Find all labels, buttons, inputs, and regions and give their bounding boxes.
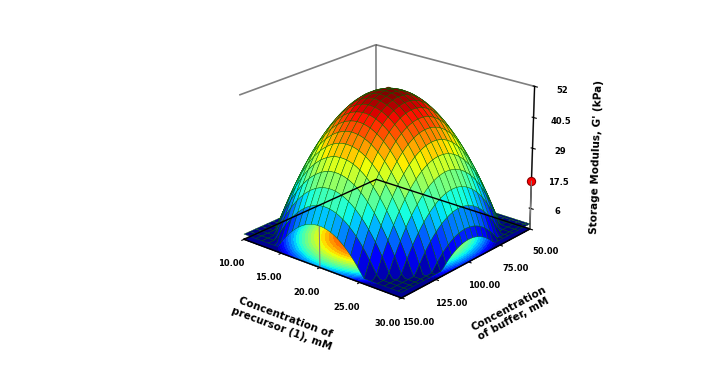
- X-axis label: Concentration of
precursor (1), mM: Concentration of precursor (1), mM: [230, 295, 337, 352]
- Y-axis label: Concentration
of buffer, mM: Concentration of buffer, mM: [469, 285, 553, 344]
